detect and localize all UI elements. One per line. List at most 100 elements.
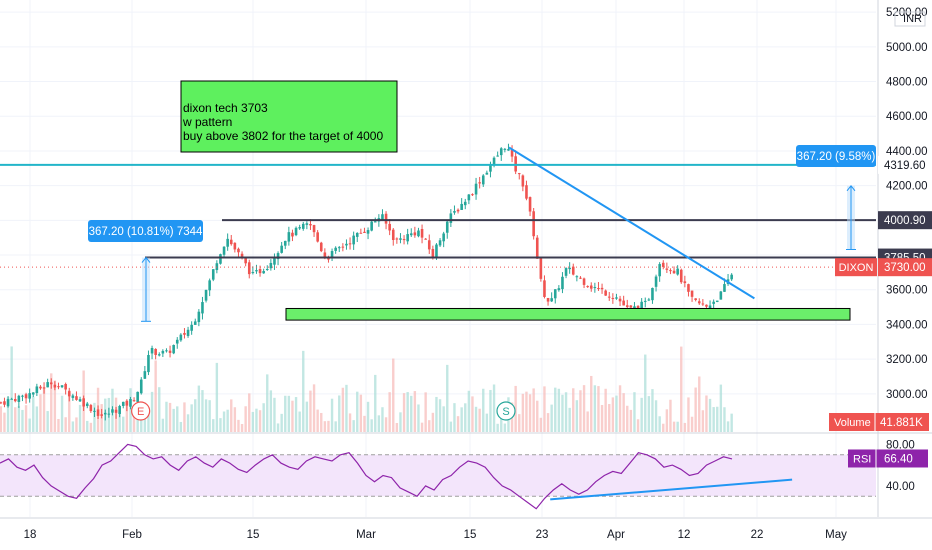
volume-bar bbox=[482, 388, 485, 432]
volume-bar bbox=[723, 407, 726, 432]
volume-bar bbox=[64, 417, 67, 432]
volume-bar bbox=[262, 403, 265, 432]
candle-body bbox=[334, 247, 337, 251]
candle-body bbox=[449, 213, 453, 223]
candle-body bbox=[661, 262, 665, 267]
candle-body bbox=[643, 300, 647, 302]
volume-bar bbox=[604, 388, 607, 432]
volume-bar bbox=[647, 396, 651, 432]
candle-body bbox=[550, 298, 553, 302]
candle-body bbox=[564, 268, 568, 276]
volume-bar bbox=[683, 422, 687, 432]
candle-body bbox=[100, 414, 103, 416]
event-marker-label: E bbox=[137, 406, 144, 418]
candle-body bbox=[53, 384, 57, 388]
event-marker bbox=[131, 401, 151, 421]
candle-body bbox=[255, 270, 258, 272]
measure-left-label-bg bbox=[88, 220, 203, 242]
volume-bar bbox=[388, 392, 391, 432]
volume-bar bbox=[611, 397, 615, 432]
annotation-line: dixon tech 3703 bbox=[183, 101, 268, 115]
candle-body bbox=[337, 247, 341, 249]
volume-bar bbox=[35, 406, 39, 432]
candle-body bbox=[10, 398, 13, 400]
volume-bar bbox=[698, 376, 701, 432]
time-axis[interactable]: 18 Feb 15 Mar 15 23 Apr 12 22 May bbox=[0, 517, 932, 550]
volume-bar bbox=[57, 418, 60, 432]
volume-bar bbox=[593, 385, 597, 432]
volume-bar bbox=[172, 408, 175, 432]
candle-body bbox=[312, 225, 316, 233]
last-price-tag-bg bbox=[878, 258, 932, 277]
volume-bar bbox=[363, 415, 366, 432]
candle-body bbox=[190, 324, 193, 331]
level-tag-4000-bg bbox=[878, 211, 932, 230]
candle-body bbox=[118, 406, 121, 414]
candle-body bbox=[355, 232, 359, 237]
volume-bar bbox=[298, 411, 301, 432]
candle-body bbox=[417, 230, 420, 237]
time-tick-label: Apr bbox=[607, 529, 625, 541]
time-tick-label: 23 bbox=[536, 529, 549, 541]
candle-body bbox=[489, 165, 492, 172]
event-marker-label: S bbox=[502, 406, 509, 418]
candle-body bbox=[64, 383, 67, 390]
price-tick-label: 4600.00 bbox=[886, 111, 928, 123]
volume-bar bbox=[590, 375, 593, 432]
volume-tag-bg bbox=[829, 413, 929, 431]
volume-bar bbox=[78, 404, 82, 432]
candle-body bbox=[121, 401, 125, 406]
volume-bar bbox=[284, 395, 287, 432]
volume-bar bbox=[597, 386, 600, 432]
volume-bar bbox=[528, 394, 532, 432]
candle-body bbox=[359, 232, 363, 234]
volume-bar bbox=[694, 387, 697, 432]
volume-bar bbox=[334, 421, 337, 432]
level-tag-4319: 4319.60 bbox=[884, 160, 926, 172]
candle-body bbox=[561, 276, 564, 290]
candle-body bbox=[442, 233, 445, 242]
volume-bar bbox=[615, 395, 618, 432]
candle-body bbox=[78, 399, 82, 402]
candle-body bbox=[168, 350, 172, 353]
candle-body bbox=[111, 409, 114, 413]
volume-bar bbox=[53, 380, 57, 432]
candle-body bbox=[370, 221, 373, 231]
level-tag-4319-bg bbox=[878, 155, 932, 174]
candle-body bbox=[618, 298, 622, 302]
candle-body bbox=[690, 290, 694, 297]
candle-body bbox=[269, 262, 273, 269]
volume-bar bbox=[532, 388, 535, 432]
candle-body bbox=[240, 253, 244, 258]
volume-bar bbox=[496, 423, 499, 432]
candle-body bbox=[593, 287, 597, 289]
candle-body bbox=[683, 281, 687, 284]
candle-body bbox=[157, 354, 161, 356]
candle-body bbox=[474, 183, 478, 195]
volume-bar bbox=[665, 409, 669, 432]
candle-body bbox=[233, 242, 237, 250]
volume-bar bbox=[266, 374, 269, 432]
volume-bar bbox=[669, 399, 672, 432]
candle-body bbox=[276, 253, 280, 260]
candle-body bbox=[499, 148, 503, 156]
candle-body bbox=[82, 398, 85, 407]
volume-bar bbox=[572, 388, 575, 432]
candle-body bbox=[193, 321, 197, 325]
candle-body bbox=[463, 201, 467, 206]
candle-body bbox=[629, 305, 633, 308]
volume-bar bbox=[550, 404, 553, 432]
candle-body bbox=[71, 395, 75, 398]
volume-bar bbox=[6, 397, 10, 432]
volume-bar bbox=[557, 388, 561, 432]
candle-body bbox=[575, 276, 579, 278]
candle-body bbox=[485, 172, 489, 175]
volume-bar bbox=[323, 421, 327, 432]
annotation-box bbox=[180, 80, 398, 153]
candle-body bbox=[330, 251, 334, 258]
volume-bar bbox=[132, 407, 136, 432]
measure-left-label: 367.20 (10.81%) 7344 bbox=[89, 226, 203, 238]
